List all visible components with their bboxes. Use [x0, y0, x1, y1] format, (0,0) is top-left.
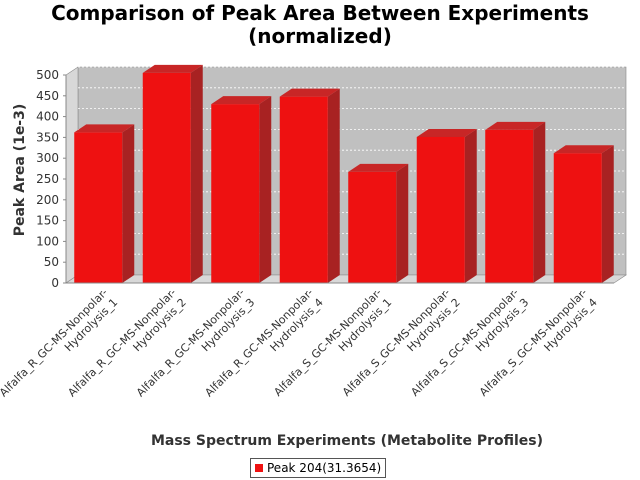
bar — [142, 72, 191, 283]
bar-top — [416, 128, 477, 137]
bar-top — [142, 64, 203, 73]
x-tick-label-line: Alfalfa_R_GC-MS-Nonpolar- — [0, 286, 110, 399]
legend-label: Peak 204(31.3654) — [267, 461, 382, 475]
bar — [279, 96, 328, 283]
bar-side — [122, 124, 135, 284]
y-tick-label: 400 — [36, 110, 59, 124]
y-tick-label: 50 — [44, 255, 59, 269]
y-tick-label: 300 — [36, 151, 59, 165]
bars-group — [74, 64, 614, 284]
chart-title: Comparison of Peak Area Between Experime… — [0, 2, 640, 48]
bar-side — [464, 128, 477, 283]
y-tick-label: 150 — [36, 214, 59, 228]
bar-top — [74, 124, 135, 133]
chart-title-line-1: Comparison of Peak Area Between Experime… — [51, 1, 589, 25]
bar — [348, 171, 397, 283]
bar-side — [533, 121, 546, 283]
y-tick-label: 0 — [51, 276, 59, 290]
bar — [74, 132, 123, 283]
bar-top — [279, 88, 340, 97]
x-axis-label: Mass Spectrum Experiments (Metabolite Pr… — [151, 433, 543, 449]
bar-top — [348, 163, 409, 172]
bar-side — [327, 88, 340, 283]
chart-title-line-2: (normalized) — [248, 24, 392, 48]
bar-top — [211, 96, 272, 105]
bar-side — [396, 163, 409, 283]
bar-side — [601, 145, 614, 283]
y-tick-label: 100 — [36, 234, 59, 248]
bar-side — [259, 96, 272, 284]
bar — [416, 136, 465, 283]
y-tick-label: 450 — [36, 89, 59, 103]
y-axis-label: Peak Area (1e-3) — [12, 104, 28, 237]
legend: Peak 204(31.3654) — [250, 458, 387, 478]
y-tick-label: 250 — [36, 172, 59, 186]
bar-top — [485, 121, 546, 130]
y-tick-label: 500 — [36, 68, 59, 82]
bar — [211, 104, 260, 284]
x-tick-label: Alfalfa_R_GC-MS-Nonpolar-Hydrolysis_1 — [0, 286, 120, 399]
y-tick-label: 200 — [36, 193, 59, 207]
bar — [553, 153, 602, 283]
bar-top — [553, 145, 614, 154]
bar — [485, 129, 534, 283]
y-tick-label: 350 — [36, 130, 59, 144]
legend-swatch — [255, 464, 263, 472]
bar-side — [190, 64, 203, 283]
